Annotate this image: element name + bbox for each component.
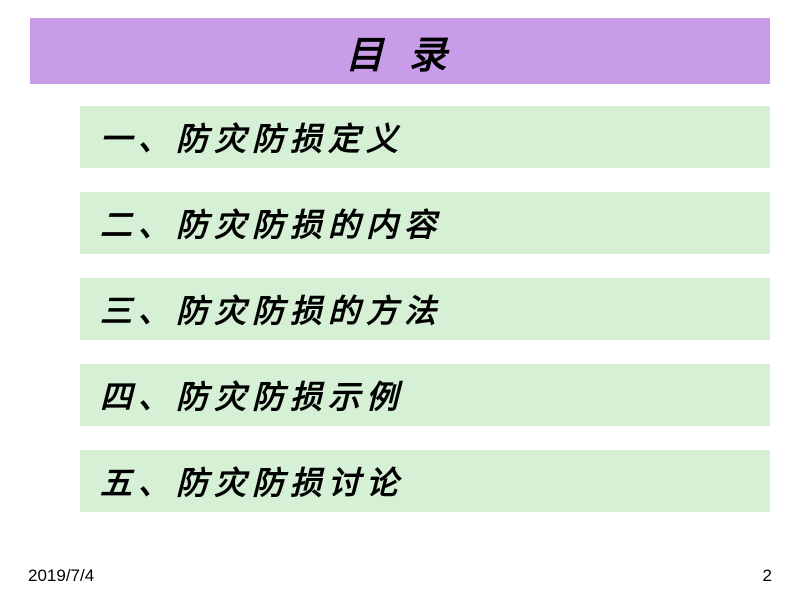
- toc-item: 一、防灾防损定义: [80, 106, 770, 168]
- toc-item: 三、防灾防损的方法: [80, 278, 770, 340]
- footer: 2019/7/4 2: [28, 566, 772, 586]
- toc-items: 一、防灾防损定义 二、防灾防损的内容 三、防灾防损的方法 四、防灾防损示例 五、…: [80, 106, 770, 536]
- footer-page: 2: [763, 566, 772, 586]
- toc-item: 二、防灾防损的内容: [80, 192, 770, 254]
- footer-date: 2019/7/4: [28, 566, 94, 586]
- toc-item: 四、防灾防损示例: [80, 364, 770, 426]
- title-bar: 目 录: [30, 18, 770, 84]
- slide-title: 目 录: [345, 24, 455, 79]
- toc-item: 五、防灾防损讨论: [80, 450, 770, 512]
